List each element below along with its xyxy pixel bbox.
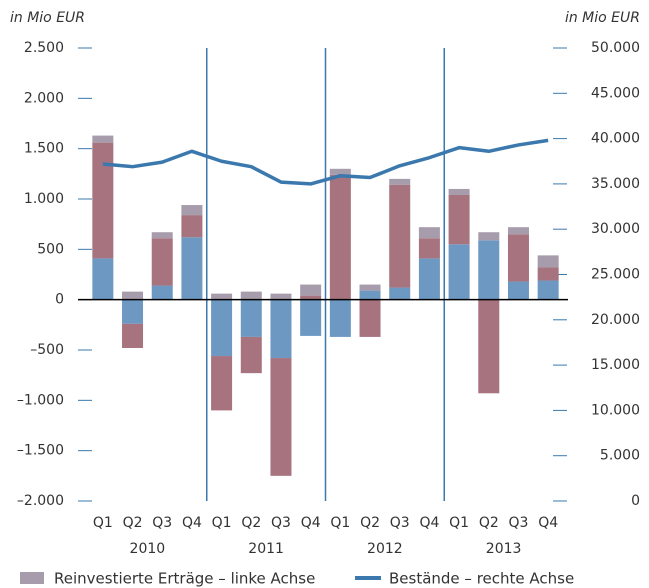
year-label: 2012 bbox=[367, 541, 403, 557]
bar bbox=[240, 299, 262, 337]
x-tick-label: Q4 bbox=[301, 515, 321, 531]
x-tick-label: Q4 bbox=[182, 515, 202, 531]
bar bbox=[448, 244, 470, 300]
bar bbox=[418, 238, 440, 259]
bar bbox=[359, 299, 381, 337]
bar bbox=[92, 135, 114, 143]
bar bbox=[448, 194, 470, 245]
y2-tick-label: 0 bbox=[631, 493, 640, 509]
bar bbox=[478, 240, 500, 300]
bar bbox=[270, 299, 292, 359]
bar bbox=[359, 290, 381, 300]
bar bbox=[537, 280, 559, 300]
bar bbox=[122, 299, 144, 324]
bar bbox=[507, 227, 529, 235]
x-tick-label: Q4 bbox=[419, 515, 439, 531]
legend-label: Reinvestierte Erträge – linke Achse bbox=[54, 570, 315, 588]
bar bbox=[181, 215, 203, 238]
y2-tick-label: 50.000 bbox=[591, 40, 640, 56]
y-tick-label: 500 bbox=[37, 241, 64, 257]
bar bbox=[151, 238, 173, 286]
bar bbox=[478, 299, 500, 394]
bar bbox=[300, 299, 322, 336]
x-tick-label: Q3 bbox=[152, 515, 172, 531]
y2-tick-label: 45.000 bbox=[591, 85, 640, 101]
bar bbox=[211, 299, 233, 357]
x-tick-label: Q3 bbox=[390, 515, 410, 531]
year-label: 2011 bbox=[248, 541, 284, 557]
bar bbox=[329, 174, 351, 300]
bar bbox=[240, 336, 262, 374]
bar bbox=[92, 258, 114, 300]
y-tick-label: –500 bbox=[30, 342, 64, 358]
bar bbox=[270, 358, 292, 476]
y-tick-label: 1.500 bbox=[24, 141, 64, 157]
x-tick-label: Q1 bbox=[330, 515, 350, 531]
bar bbox=[122, 323, 144, 348]
bar bbox=[151, 285, 173, 300]
line bbox=[102, 138, 549, 186]
y-tick-label: 2.500 bbox=[24, 40, 64, 56]
x-tick-label: Q2 bbox=[479, 515, 499, 531]
y2-tick-label: 10.000 bbox=[591, 402, 640, 418]
y2-tick-label: 15.000 bbox=[591, 357, 640, 373]
y2-tick-label: 40.000 bbox=[591, 131, 640, 147]
x-tick-label: Q1 bbox=[93, 515, 113, 531]
y-tick-label: –2.000 bbox=[17, 493, 64, 509]
x-tick-label: Q3 bbox=[271, 515, 291, 531]
y-tick-label: 0 bbox=[55, 292, 64, 308]
bar bbox=[507, 234, 529, 282]
y2-axis-label: in Mio EUR bbox=[565, 10, 640, 26]
y-tick-label: –1.500 bbox=[17, 443, 64, 459]
bar bbox=[122, 291, 144, 300]
x-tick-label: Q2 bbox=[241, 515, 261, 531]
y-tick-label: –1.000 bbox=[17, 392, 64, 408]
y2-tick-label: 20.000 bbox=[591, 312, 640, 328]
y2-tick-label: 30.000 bbox=[591, 221, 640, 237]
legend-label: Bestände – rechte Achse bbox=[389, 570, 574, 588]
bar bbox=[389, 178, 411, 185]
x-tick-label: Q1 bbox=[449, 515, 469, 531]
x-tick-label: Q2 bbox=[360, 515, 380, 531]
bar bbox=[300, 284, 322, 296]
bar bbox=[537, 255, 559, 268]
x-tick-label: Q2 bbox=[123, 515, 143, 531]
bar bbox=[181, 237, 203, 300]
bar bbox=[448, 188, 470, 195]
bar bbox=[389, 287, 411, 300]
bar bbox=[329, 168, 351, 175]
bar bbox=[537, 267, 559, 281]
x-tick-label: Q1 bbox=[212, 515, 232, 531]
year-label: 2013 bbox=[486, 541, 522, 557]
bar bbox=[211, 293, 233, 300]
bar bbox=[181, 205, 203, 216]
bar bbox=[389, 184, 411, 288]
y2-tick-label: 35.000 bbox=[591, 176, 640, 192]
bar bbox=[418, 258, 440, 300]
y2-tick-label: 5.000 bbox=[600, 448, 640, 464]
bar bbox=[507, 281, 529, 300]
bar bbox=[240, 291, 262, 300]
bar bbox=[211, 356, 233, 411]
x-tick-label: Q4 bbox=[538, 515, 558, 531]
bar bbox=[151, 232, 173, 239]
y2-tick-label: 25.000 bbox=[591, 267, 640, 283]
bar bbox=[478, 232, 500, 241]
bar bbox=[329, 299, 351, 337]
bar bbox=[359, 284, 381, 291]
legend-swatch bbox=[20, 572, 44, 584]
bar bbox=[300, 295, 322, 300]
y-axis-label: in Mio EUR bbox=[10, 10, 85, 26]
year-label: 2010 bbox=[130, 541, 166, 557]
x-tick-label: Q3 bbox=[509, 515, 529, 531]
bar bbox=[418, 227, 440, 239]
y-tick-label: 1.000 bbox=[24, 191, 64, 207]
bar bbox=[92, 142, 114, 259]
y-tick-label: 2.000 bbox=[24, 90, 64, 106]
bar bbox=[270, 293, 292, 300]
